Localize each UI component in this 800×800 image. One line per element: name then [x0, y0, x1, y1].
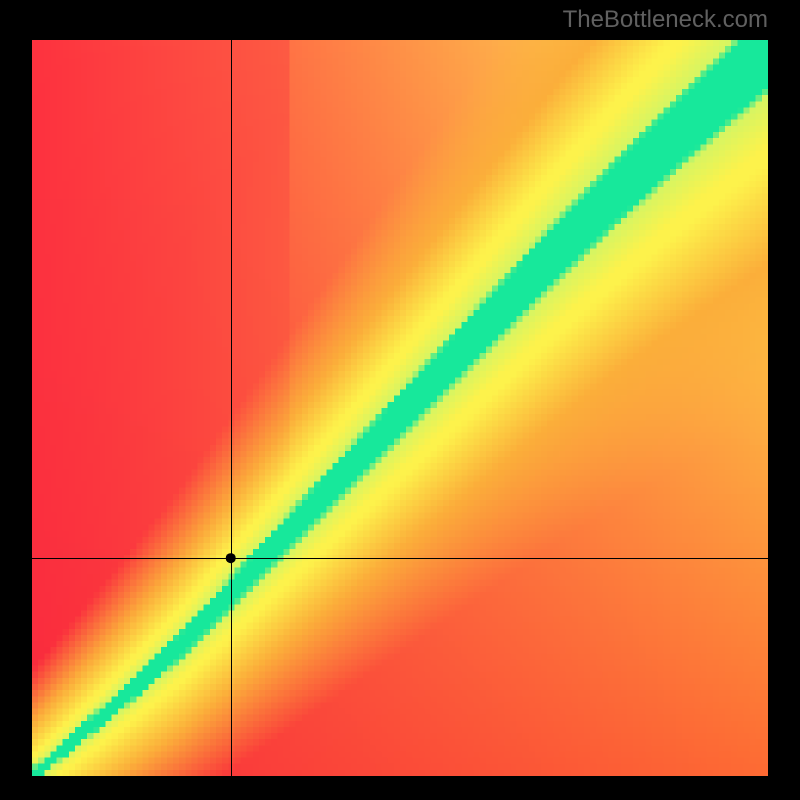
- chart-container: TheBottleneck.com: [0, 0, 800, 800]
- heatmap-overlay-canvas: [32, 40, 768, 776]
- heatmap-plot: [32, 40, 768, 776]
- watermark-text: TheBottleneck.com: [563, 6, 768, 34]
